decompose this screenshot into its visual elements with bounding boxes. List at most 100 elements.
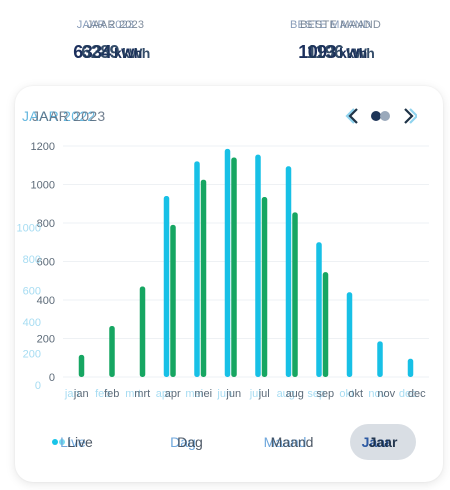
yearly-chart-card: JAAR 2022 JAAR 2023 0 200 400 600 800 1000 120…: [15, 86, 443, 482]
x-tick-label-ghost: jul: [249, 388, 261, 400]
y-tick-label: 1200: [31, 141, 55, 153]
tab-dag-label-ghost: Dag: [170, 434, 196, 450]
best-month-value: 1196 kWh: [228, 42, 450, 63]
x-tick-label-ghost: nov: [368, 388, 386, 400]
tab-live[interactable]: Live Live: [42, 424, 118, 460]
tab-jaar-label: Jaar: [368, 434, 398, 450]
live-indicator-icon: [59, 439, 65, 445]
period-navigation: [335, 104, 425, 128]
bar-jul-series-2: [261, 197, 268, 377]
tab-jaar-label-ghost: Jaar: [361, 434, 391, 450]
tab-dag-label: Dag: [177, 434, 203, 450]
tab-maand-label-ghost: Maand: [263, 434, 307, 450]
bar-dec-series-1: [407, 358, 414, 377]
page-dot-active: [371, 111, 381, 121]
bar-apr-series-2: [170, 224, 176, 377]
y-tick-label-ghost: 0: [35, 380, 41, 392]
best-month-number: 1196: [306, 42, 344, 62]
tab-dag[interactable]: Dag Dag: [152, 424, 228, 460]
y-tick-label: 400: [37, 295, 55, 307]
best-month-number-ghost: 1093: [298, 42, 336, 62]
page-dot-inactive: [380, 111, 390, 121]
best-month-block: BESTE MAAND BESTE MAAND 1093 kWh 1196 kWh: [225, 0, 450, 80]
bar-jan-series-2: [78, 354, 85, 377]
tab-live-label-ghost: Live: [60, 434, 86, 450]
x-tick-label-ghost: dec: [399, 388, 417, 400]
x-tick-label: aug: [286, 388, 304, 400]
x-tick-label: mrt: [134, 388, 150, 400]
bar-aug-series-1: [285, 166, 292, 377]
x-tick-label-ghost: apr: [156, 388, 172, 400]
year-total-block: JAAR 2023 JAAR 2023 6334 kWh 6289 kWh: [0, 0, 225, 80]
y-tick-label: 200: [37, 334, 55, 346]
card-title-ghost: JAAR 2022: [22, 108, 96, 124]
bar-apr-series-1: [163, 196, 170, 377]
x-tick-label: okt: [348, 388, 363, 400]
bar-mrt-series-2: [139, 286, 146, 377]
x-tick-label: jun: [225, 388, 241, 400]
x-tick-label-ghost: mei: [185, 388, 203, 400]
x-tick-label-ghost: aug: [277, 388, 295, 400]
year-total-unit: kWh: [121, 45, 150, 61]
bar-sep-series-1: [316, 242, 322, 377]
year-total-value-ghost: 6334 kWh: [0, 42, 220, 63]
year-total-number-ghost: 6334: [73, 42, 111, 62]
year-total-value: 6289 kWh: [3, 42, 228, 63]
bar-mei-series-1: [194, 161, 200, 377]
x-tick-label: sep: [316, 388, 334, 400]
y-tick-label: 1000: [31, 180, 55, 192]
chevron-left-icon: [345, 108, 358, 124]
y-tick-label: 600: [37, 257, 55, 269]
best-month-unit: kWh: [346, 45, 375, 61]
y-tick-label-ghost: 200: [23, 349, 41, 361]
tab-maand-label: Maand: [270, 434, 314, 450]
x-tick-label: jul: [258, 388, 270, 400]
best-month-label-ghost: BESTE MAAND: [289, 19, 372, 31]
tab-live-label: Live: [67, 434, 93, 450]
year-total-unit-ghost: kWh: [113, 45, 142, 61]
x-tick-label-ghost: jun: [216, 388, 232, 400]
chevron-right-icon: [404, 108, 417, 124]
x-tick-label-ghost: mrt: [125, 388, 141, 400]
bar-okt-series-1: [346, 292, 353, 377]
live-indicator-icon: [52, 439, 58, 445]
x-tick-label: nov: [377, 388, 395, 400]
x-tick-label: apr: [165, 388, 181, 400]
bar-sep-series-2: [322, 272, 329, 377]
next-period-button[interactable]: [397, 104, 417, 128]
tab-jaar[interactable]: Jaar Jaar: [350, 424, 416, 460]
y-tick-label-ghost: 800: [23, 254, 41, 266]
year-total-label-ghost: JAAR 2023: [76, 19, 135, 31]
x-tick-label-ghost: okt: [339, 388, 354, 400]
y-tick-label: 0: [49, 372, 55, 384]
y-tick-label-ghost: 400: [23, 317, 41, 329]
x-tick-label-ghost: sep: [307, 388, 325, 400]
y-tick-label-ghost: 600: [23, 286, 41, 298]
bar-jul-series-1: [255, 154, 261, 377]
bar-aug-series-2: [292, 212, 298, 377]
bar-nov-series-1: [377, 341, 383, 377]
bar-jun-series-1: [224, 148, 231, 377]
x-tick-label: dec: [408, 388, 426, 400]
bar-feb-series-2: [109, 325, 115, 377]
x-tick-label: mei: [194, 388, 212, 400]
bar-jun-series-2: [231, 157, 237, 377]
y-tick-label-ghost: 1000: [17, 223, 41, 235]
summary-header: JAAR 2023 JAAR 2023 6334 kWh 6289 kWh BEST…: [0, 0, 450, 80]
x-tick-label-ghost: feb: [95, 388, 110, 400]
year-total-label: JAAR 2023: [86, 19, 145, 31]
card-title: JAAR 2023: [32, 108, 106, 124]
x-tick-label: feb: [104, 388, 119, 400]
page-indicator: [371, 111, 395, 121]
period-tabs: Live Live Dag Dag Maand Maand Jaar Jaar: [30, 424, 430, 464]
tab-maand[interactable]: Maand Maand: [254, 424, 330, 460]
x-tick-label: jan: [73, 388, 89, 400]
bar-mei-series-2: [200, 179, 207, 377]
year-total-number: 6289: [81, 42, 119, 62]
x-tick-label-ghost: jan: [64, 388, 80, 400]
best-month-value-ghost: 1093 kWh: [220, 42, 445, 63]
previous-period-button[interactable]: [345, 104, 365, 128]
monthly-production-chart: 02004006008001000120002004006008001000ja…: [17, 141, 429, 400]
best-month-label: BESTE MAAND: [299, 19, 382, 31]
best-month-unit-ghost: kWh: [338, 45, 367, 61]
